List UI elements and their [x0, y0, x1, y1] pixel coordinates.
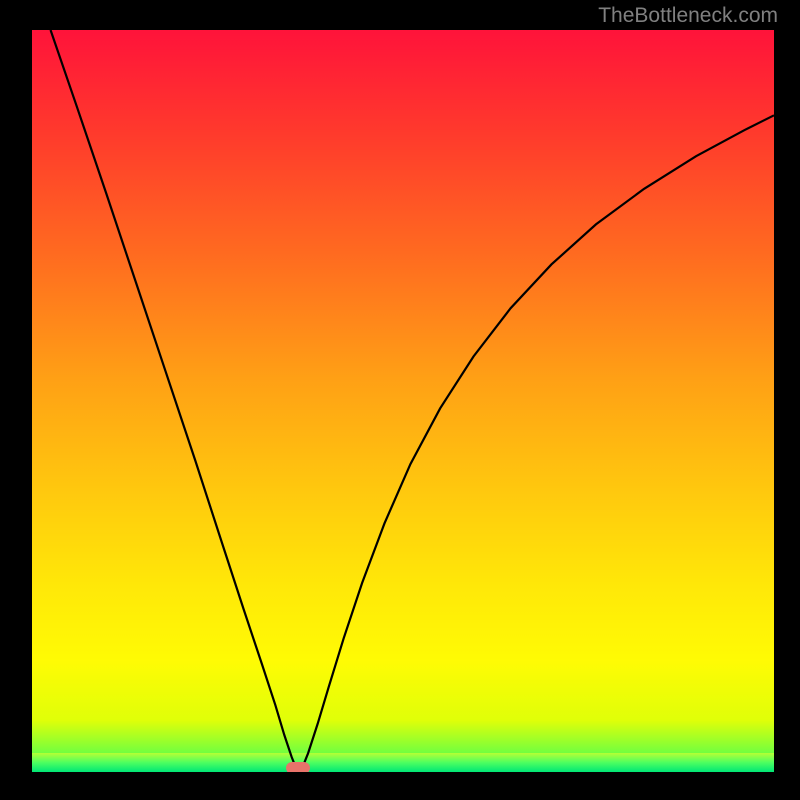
curve-path	[51, 30, 774, 772]
optimal-point-marker	[286, 762, 310, 772]
plot-area	[32, 30, 774, 772]
watermark-text: TheBottleneck.com	[598, 4, 778, 28]
bottleneck-curve	[32, 30, 774, 772]
